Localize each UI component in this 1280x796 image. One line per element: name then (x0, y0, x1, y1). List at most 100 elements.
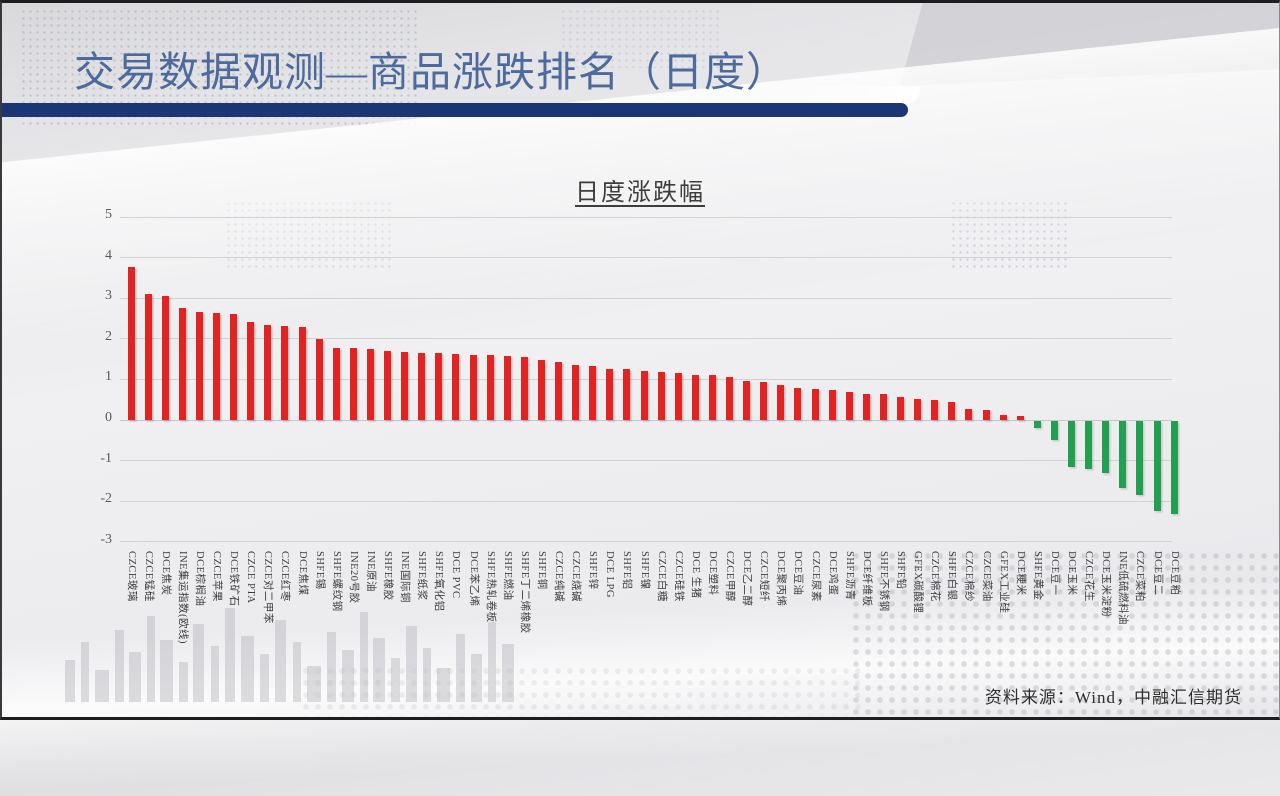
bar-INE国际铜 (401, 351, 409, 420)
bar-CZCE玻璃 (127, 266, 135, 420)
bar-CZCE菜油 (982, 410, 990, 420)
bar-SHFE纸浆 (418, 352, 426, 420)
bar-DCE PVC (452, 354, 460, 420)
bar-DCE聚丙烯 (777, 384, 785, 420)
x-axis-label: CZCE苹果 (211, 551, 222, 602)
y-axis-tick-label: -3 (100, 531, 112, 547)
bar-DCE豆二 (1153, 421, 1161, 511)
bar-DCE豆粕 (1170, 421, 1178, 515)
x-axis-label: SHFE铅 (895, 551, 906, 590)
x-axis-label: DCE焦炭 (159, 551, 171, 596)
x-axis-label: INE原油 (364, 551, 376, 592)
x-axis-label: DCE豆粕 (1168, 551, 1180, 596)
y-axis-tick-label: 5 (105, 207, 112, 222)
bar-CZCE硅铁 (674, 372, 682, 420)
x-axis-label: DCE豆一 (1048, 551, 1060, 596)
bar-CZCE红枣 (281, 326, 289, 420)
x-axis-label: SHFE锡 (313, 551, 325, 590)
bar-DCE玉米 (1068, 421, 1075, 468)
x-axis-label: SHFE螺纹钢 (330, 551, 342, 612)
x-axis-label: SHFE铜 (535, 551, 547, 590)
x-axis-label: DCE PVC (450, 551, 462, 599)
bar-chart: 5 4 3 2 1 0 -1 -2 -3 CZCE玻璃 CZCE锰硅 DCE焦炭 INE集运指数(欧线)… (100, 207, 1180, 644)
bar-SHFE黄金 (1033, 421, 1041, 429)
bar-DCE 生猪 (691, 374, 699, 420)
x-axis-label: DCE塑料 (706, 551, 718, 596)
gridline (120, 338, 1172, 340)
bar-DCE鸡蛋 (828, 389, 836, 420)
bar-CZCE尿素 (811, 389, 819, 420)
bar-INE集运指数(欧线) (178, 307, 186, 420)
x-axis-label: SHFE氧化铝 (433, 551, 445, 612)
bar-INE原油 (366, 348, 374, 420)
x-axis-label: DCE豆油 (792, 551, 804, 596)
bar-SHFE铜 (537, 360, 545, 420)
x-axis-label: SHFE燃油 (501, 551, 513, 601)
x-axis-label: CZCE对二甲苯 (262, 551, 274, 624)
bar-INE20号胶 (349, 348, 357, 420)
x-axis-label: DCE棕榈油 (193, 551, 205, 607)
bar-SHFE橡胶 (384, 351, 391, 420)
bar-DCE玉米淀粉 (1102, 421, 1110, 473)
x-axis-label: SHFE镍 (638, 551, 650, 590)
bar-CZCE棉花 (931, 399, 939, 420)
x-axis-label: CZCE烧碱 (570, 551, 582, 602)
x-axis-label: DCE乙二醇 (741, 551, 753, 607)
x-axis-label: CZCE白糖 (655, 551, 667, 602)
x-axis-label: SHFE沥青 (843, 551, 855, 601)
x-axis-label: DCE玉米淀粉 (1100, 551, 1112, 618)
bar-DCE铁矿石 (230, 313, 238, 420)
y-axis-tick-label: 4 (105, 247, 112, 263)
y-axis-tick-label: -2 (100, 491, 112, 507)
bar-CZCE纯碱 (555, 361, 562, 420)
gridline (120, 257, 1172, 259)
bar-DCE豆油 (794, 388, 802, 420)
x-axis-label: INE集运指数(欧线) (176, 551, 188, 644)
bar-CZCE短纤 (760, 381, 768, 420)
bar-CZCE棉纱 (965, 408, 973, 420)
x-axis-label: DCE LPG (604, 551, 616, 598)
bar-SHFE氧化铝 (435, 353, 443, 420)
source-note: 资料来源：Wind，中融汇信期货 (984, 688, 1242, 707)
x-axis-label: CZCE PTA (245, 551, 257, 604)
x-axis-label: INE国际铜 (399, 551, 411, 603)
x-axis-label: CZCE纯碱 (553, 551, 564, 602)
y-axis-tick-label: 2 (105, 328, 112, 344)
y-axis-tick-label: 1 (105, 369, 112, 385)
x-axis-label: CZCE菜油 (980, 551, 992, 602)
x-axis-label: SHFE纸浆 (416, 551, 428, 601)
x-axis-label: SHFE橡胶 (382, 551, 393, 601)
bar-DCE豆一 (1050, 421, 1058, 440)
x-axis-label: DCE焦煤 (296, 551, 308, 596)
x-axis-label: DCE纤维板 (860, 551, 872, 607)
x-axis-label: CZCE玻璃 (125, 551, 137, 602)
y-axis-tick-label: 0 (105, 410, 112, 425)
bar-SHFE铅 (897, 396, 904, 420)
gridline (120, 541, 1172, 543)
x-axis-label: DCE鸡蛋 (826, 551, 838, 596)
bar-SHFE不锈钢 (879, 394, 887, 420)
bar-CZCE苹果 (213, 313, 220, 420)
x-axis-label: SHFE铝 (621, 551, 633, 590)
x-axis-label: CZCE红枣 (279, 551, 291, 602)
bar-DCE粳米 (1016, 415, 1024, 420)
x-axis-label: SHFE不锈钢 (877, 551, 889, 612)
bar-DCE苯乙烯 (469, 354, 477, 420)
y-axis-tick-label: 3 (105, 288, 112, 304)
x-axis-label: CZCE尿素 (809, 551, 821, 602)
x-axis-label: CZCE花生 (1083, 551, 1095, 602)
x-axis-label: CZCE棉花 (929, 551, 941, 602)
bar-DCE棕榈油 (195, 312, 203, 420)
x-axis-label: CZCE硅铁 (672, 551, 684, 602)
bar-CZCE锰硅 (144, 294, 152, 420)
bar-SHFE丁二烯橡胶 (520, 357, 528, 420)
bar-SHFE螺纹钢 (332, 347, 340, 420)
x-axis-label: DCE豆二 (1151, 551, 1163, 596)
bar-CZCE白糖 (657, 372, 665, 420)
x-axis-label: DCE聚丙烯 (775, 551, 787, 607)
gridline (120, 500, 1172, 502)
x-axis-label: CZCE甲醇 (724, 551, 735, 602)
gridline (120, 460, 1172, 462)
bar-GFEX工业硅 (999, 414, 1007, 420)
x-axis-label: DCE玉米 (1066, 551, 1077, 596)
